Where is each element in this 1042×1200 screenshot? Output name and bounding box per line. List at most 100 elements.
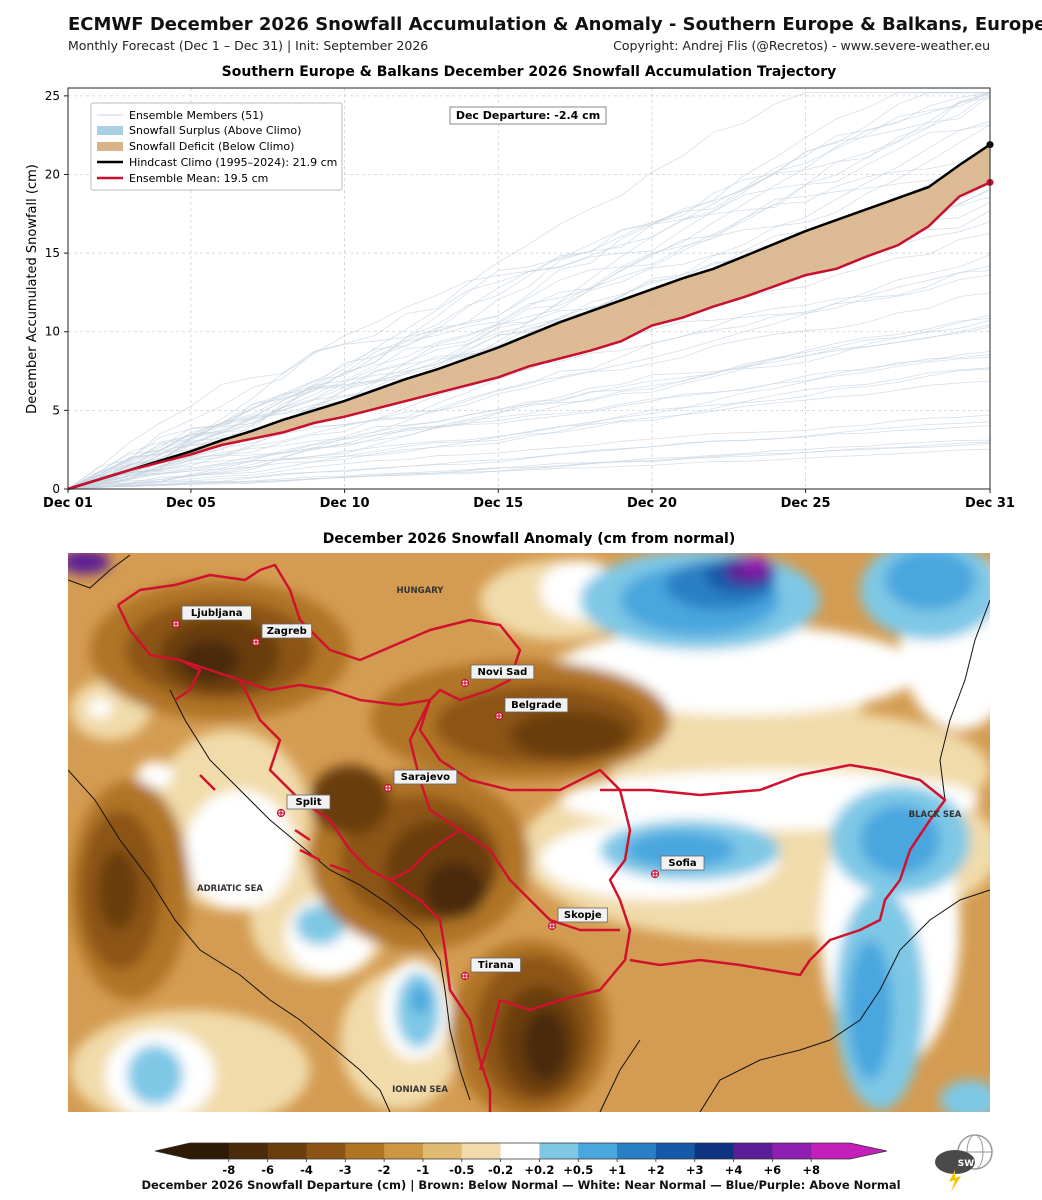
ensemble-member-line	[67, 425, 991, 490]
y-axis-label: December Accumulated Snowfall (cm)	[25, 164, 40, 414]
city-label: Tirana	[478, 960, 514, 971]
ensemble-member-line	[67, 163, 991, 490]
plot-frame	[67, 87, 991, 490]
ensemble-member-line	[67, 292, 991, 490]
ensemble-member-line	[67, 324, 991, 490]
colorbar-tick-label: +8	[802, 1163, 820, 1177]
x-tick-label: Dec 25	[781, 496, 831, 511]
city-marker: Zagreb	[251, 623, 312, 647]
ensemble-member-line	[67, 92, 991, 490]
legend-item-climo: Hindcast Climo (1995–2024): 21.9 cm	[129, 156, 337, 169]
y-tick-label: 15	[45, 246, 60, 260]
ensemble-member-line	[67, 254, 991, 490]
subtitle-copyright: Copyright: Andrej Flis (@Recretos) - www…	[613, 38, 990, 53]
x-tick-label: Dec 01	[43, 496, 93, 511]
city-label: Zagreb	[267, 626, 307, 637]
colorbar-tick-label: +6	[764, 1163, 782, 1177]
y-tick-labels: 0 5 10 15 20 25	[45, 89, 68, 496]
colorbar-tick-label: +2	[647, 1163, 665, 1177]
legend: Ensemble Members (51) Snowfall Surplus (…	[90, 102, 343, 191]
y-tick-label: 25	[45, 89, 60, 103]
colorbar-tick-label: +1	[608, 1163, 626, 1177]
colorbar-segment	[306, 1143, 346, 1159]
colorbar-segment	[190, 1143, 230, 1159]
region-label-black-sea: BLACK SEA	[909, 810, 962, 820]
x-tick-label: Dec 20	[627, 496, 677, 511]
ensemble-member-line	[67, 314, 991, 490]
colorbar-segment	[539, 1143, 579, 1159]
colorbar-tick-label: -2	[378, 1163, 391, 1177]
trajectory-chart: Southern Europe & Balkans December 2026 …	[25, 64, 1015, 511]
colorbar-tick-label: -1	[417, 1163, 430, 1177]
ensemble-member-line	[67, 92, 990, 490]
climo-line	[67, 143, 991, 491]
ensemble-member-line	[67, 326, 991, 490]
city-label: Skopje	[564, 910, 602, 921]
colorbar-segment	[694, 1143, 735, 1159]
city-label: Novi Sad	[478, 667, 528, 678]
ensemble-member-line	[67, 380, 991, 490]
colorbar-segment	[617, 1143, 657, 1159]
city-label: Split	[296, 797, 322, 808]
ensemble-member-line	[67, 414, 991, 490]
city-markers: Ljubljana Zagreb Novi Sad Belgrade Sarajevo S…	[171, 605, 705, 981]
y-tick-label: 0	[52, 482, 60, 496]
colorbar-caption: December 2026 Snowfall Departure (cm) | …	[141, 1178, 901, 1192]
logo-text: SWE	[958, 1159, 981, 1169]
ensemble-member-line	[67, 274, 991, 490]
colorbar-tick-label: +3	[686, 1163, 704, 1177]
colorbar-segment	[772, 1143, 812, 1159]
city-marker: Sarajevo	[383, 769, 458, 793]
colorbar	[154, 1142, 888, 1160]
x-tick-labels: Dec 01 Dec 05 Dec 10 Dec 15 Dec 20 Dec 25 Dec …	[43, 489, 1015, 511]
legend-item-surplus: Snowfall Surplus (Above Climo)	[129, 124, 301, 137]
x-tick-label: Dec 15	[473, 496, 523, 511]
ensemble-member-line	[67, 354, 991, 490]
departure-annotation-text: Dec Departure: -2.4 cm	[456, 109, 600, 122]
ensemble-member-line	[67, 318, 991, 490]
y-tick-label: 10	[45, 325, 60, 339]
colorbar-tick-label: +0.2	[524, 1163, 554, 1177]
y-tick-label: 5	[52, 403, 60, 417]
map-title: December 2026 Snowfall Anomaly (cm from …	[323, 531, 735, 547]
mean-line	[67, 181, 991, 491]
colorbar-segment	[655, 1143, 696, 1159]
city-label: Sarajevo	[401, 772, 450, 783]
city-marker: Sofia	[650, 855, 705, 879]
ensemble-member-line	[67, 356, 991, 490]
colorbar-tick-label: +0.5	[563, 1163, 593, 1177]
x-tick-label: Dec 05	[166, 496, 216, 511]
city-label: Ljubljana	[191, 608, 243, 619]
ensemble-member-line	[67, 92, 991, 490]
ensemble-member-line	[67, 351, 991, 490]
anomaly-field: HUNGARY ADRIATIC SEA BLACK SEA IONIAN SE…	[68, 553, 990, 1112]
colorbar-tick-label: -3	[339, 1163, 352, 1177]
ensemble-member-line	[67, 448, 991, 490]
city-marker: Skopje	[547, 907, 608, 931]
colorbar-tick-label: -8	[222, 1163, 235, 1177]
colorbar-segment	[267, 1143, 307, 1159]
ensemble-member-line	[67, 439, 991, 490]
colorbar-extend-low	[155, 1143, 190, 1159]
x-tick-label: Dec 10	[320, 496, 370, 511]
city-label: Sofia	[668, 858, 696, 869]
colorbar-segment	[733, 1143, 773, 1159]
city-label: Belgrade	[511, 700, 562, 711]
colorbar-tick-label: -0.5	[449, 1163, 474, 1177]
colorbar-segment	[384, 1143, 424, 1159]
y-tick-label: 20	[45, 167, 60, 181]
legend-swatch-surplus	[97, 126, 123, 135]
ensemble-member-line	[67, 421, 991, 490]
legend-item-members: Ensemble Members (51)	[129, 109, 264, 122]
ensemble-member-line	[67, 92, 990, 490]
trajectory-chart-title: Southern Europe & Balkans December 2026 …	[222, 64, 837, 80]
ensemble-member-line	[67, 368, 991, 490]
city-marker: Belgrade	[494, 697, 569, 721]
region-labels: HUNGARY ADRIATIC SEA BLACK SEA IONIAN SE…	[197, 586, 962, 1095]
legend-item-deficit: Snowfall Deficit (Below Climo)	[129, 140, 294, 153]
ensemble-member-line	[67, 320, 991, 490]
coastlines	[68, 554, 990, 1112]
main-title: ECMWF December 2026 Snowfall Accumulatio…	[68, 14, 1042, 35]
colorbar-tick-label: +4	[725, 1163, 743, 1177]
city-marker: Novi Sad	[460, 664, 535, 688]
